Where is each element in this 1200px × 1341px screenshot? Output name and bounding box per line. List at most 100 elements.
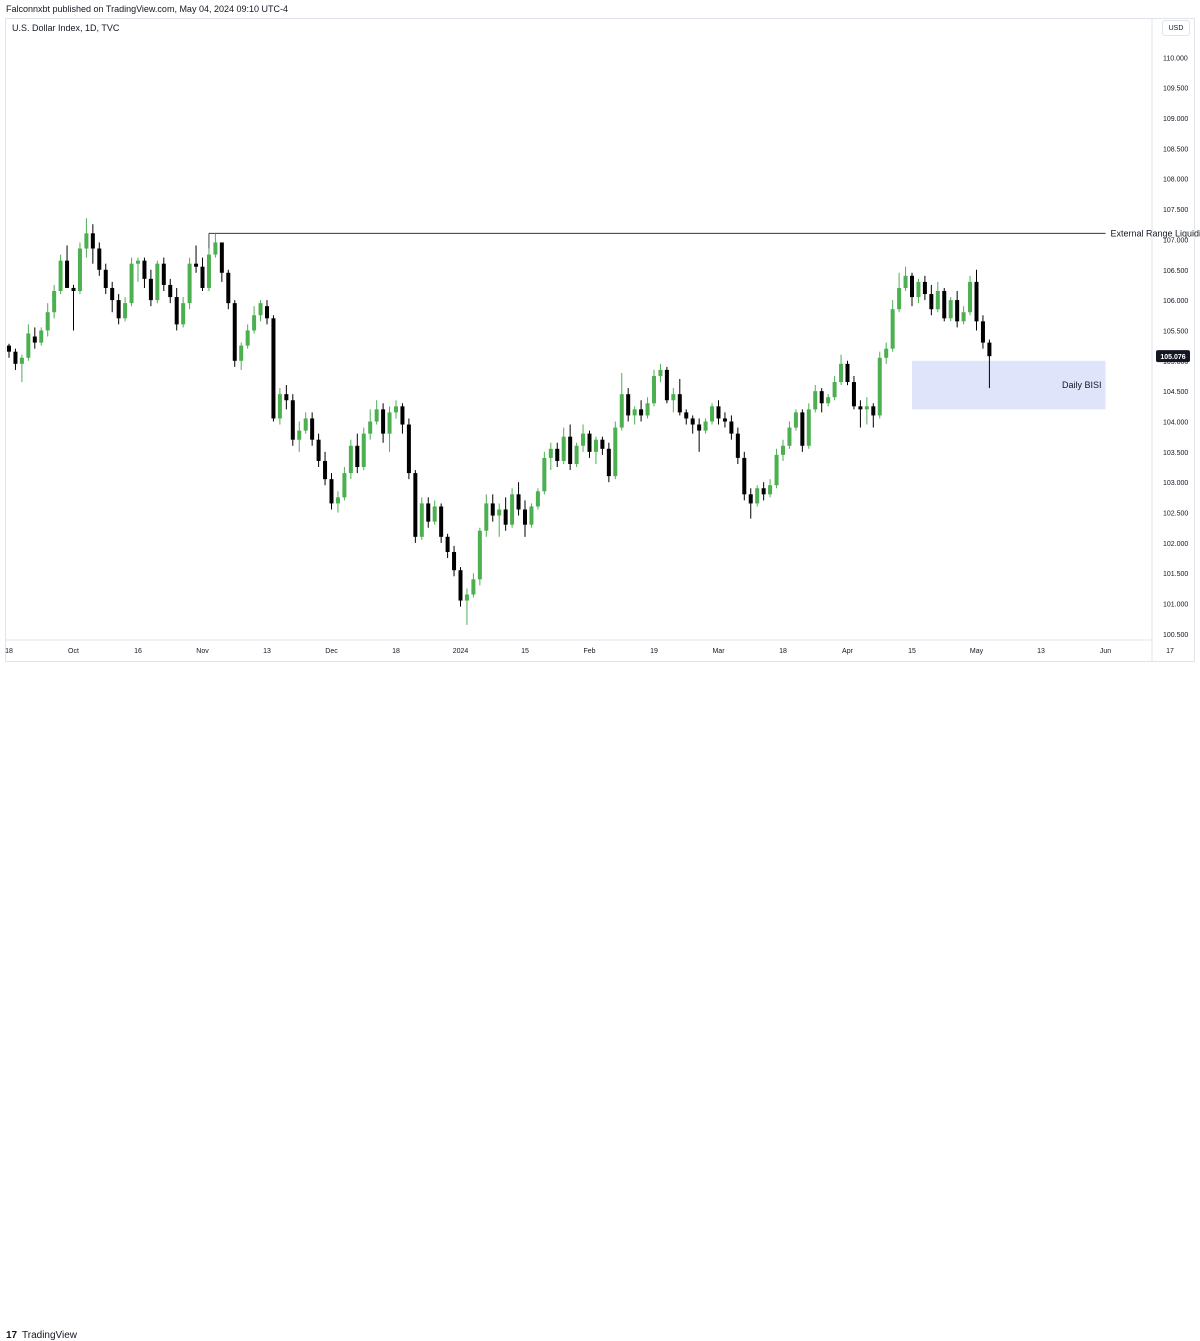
candle [110, 282, 114, 312]
candle [787, 421, 791, 448]
candle [781, 440, 785, 461]
candle-body [600, 440, 604, 449]
candle-body [78, 249, 82, 291]
candle-body [800, 412, 804, 445]
candle-body [794, 412, 798, 427]
candle [491, 494, 495, 521]
candle-body [336, 497, 340, 503]
time-tick-label: 16 [134, 648, 142, 655]
candle-body [658, 370, 662, 376]
candle-body [633, 409, 637, 415]
candle-body [181, 303, 185, 324]
candle-body [97, 249, 101, 270]
candle [484, 494, 488, 536]
candle [768, 479, 772, 497]
levels-layer: External Range Liquidity [209, 228, 1200, 248]
candle-body [252, 315, 256, 330]
candle-body [588, 434, 592, 452]
candle-body [426, 503, 430, 521]
candle-body [394, 406, 398, 412]
candle-body [504, 510, 508, 525]
candle [684, 409, 688, 424]
price-tick-label: 100.500 [1163, 632, 1188, 639]
price-tick-label: 103.000 [1163, 480, 1188, 487]
time-tick-label: 13 [263, 648, 271, 655]
price-tick-label: 102.500 [1163, 511, 1188, 518]
candle-body [923, 282, 927, 294]
candle [317, 434, 321, 467]
candle [749, 488, 753, 518]
candle-body [846, 364, 850, 382]
candle [136, 258, 140, 282]
candle [342, 467, 346, 500]
candle [729, 415, 733, 439]
time-tick-label: 15 [521, 648, 529, 655]
candle [426, 497, 430, 527]
candle-body [833, 382, 837, 397]
candle-body [413, 473, 417, 537]
candle [981, 315, 985, 348]
candlestick-chart[interactable]: Daily BISI External Range Liquidity 110.… [0, 0, 1200, 684]
candle [7, 344, 11, 358]
candle [407, 418, 411, 479]
candle-body [536, 491, 540, 506]
candle-body [523, 510, 527, 525]
candle [246, 324, 250, 348]
candle-body [529, 506, 533, 524]
candle-body [897, 288, 901, 309]
price-tick-label: 102.000 [1163, 541, 1188, 548]
candle-body [639, 409, 643, 415]
candle-body [39, 330, 43, 342]
candle [975, 270, 979, 331]
candle-body [884, 349, 888, 358]
candle [588, 431, 592, 458]
price-tick-label: 103.500 [1163, 450, 1188, 457]
candle-body [955, 300, 959, 321]
candle [117, 294, 121, 324]
candle-body [310, 418, 314, 439]
time-tick-label: Oct [68, 648, 79, 655]
candle-body [213, 242, 217, 254]
candle [839, 355, 843, 385]
price-tick-label: 109.500 [1163, 86, 1188, 93]
candle [529, 503, 533, 527]
candle-body [517, 494, 521, 509]
candle [297, 421, 301, 451]
candle [433, 500, 437, 524]
candle [871, 403, 875, 427]
candle [878, 352, 882, 419]
candle [33, 327, 37, 348]
candle-body [929, 294, 933, 309]
candle [394, 400, 398, 418]
candle-body [729, 421, 733, 433]
price-tick-label: 106.000 [1163, 298, 1188, 305]
candle [142, 258, 146, 288]
candle-body [26, 333, 30, 357]
candle [820, 388, 824, 412]
candle-body [749, 494, 753, 503]
candle [39, 327, 43, 345]
candle [813, 385, 817, 412]
candle [155, 261, 159, 303]
candle-body [362, 434, 366, 467]
candle-body [175, 297, 179, 324]
candle-body [59, 261, 63, 291]
candle [181, 297, 185, 327]
candle-body [284, 394, 288, 400]
candle-body [491, 503, 495, 515]
candle [175, 288, 179, 330]
candle-body [684, 412, 688, 418]
candle-body [542, 458, 546, 491]
candle-body [259, 303, 263, 315]
candle [626, 388, 630, 421]
currency-button[interactable]: USD [1162, 20, 1190, 36]
candle [349, 440, 353, 479]
candle-body [975, 282, 979, 321]
candle-body [968, 282, 972, 312]
candle [723, 412, 727, 427]
candle [639, 400, 643, 421]
candle-body [271, 318, 275, 418]
candle [497, 503, 501, 536]
candle [459, 567, 463, 606]
candle [330, 473, 334, 509]
